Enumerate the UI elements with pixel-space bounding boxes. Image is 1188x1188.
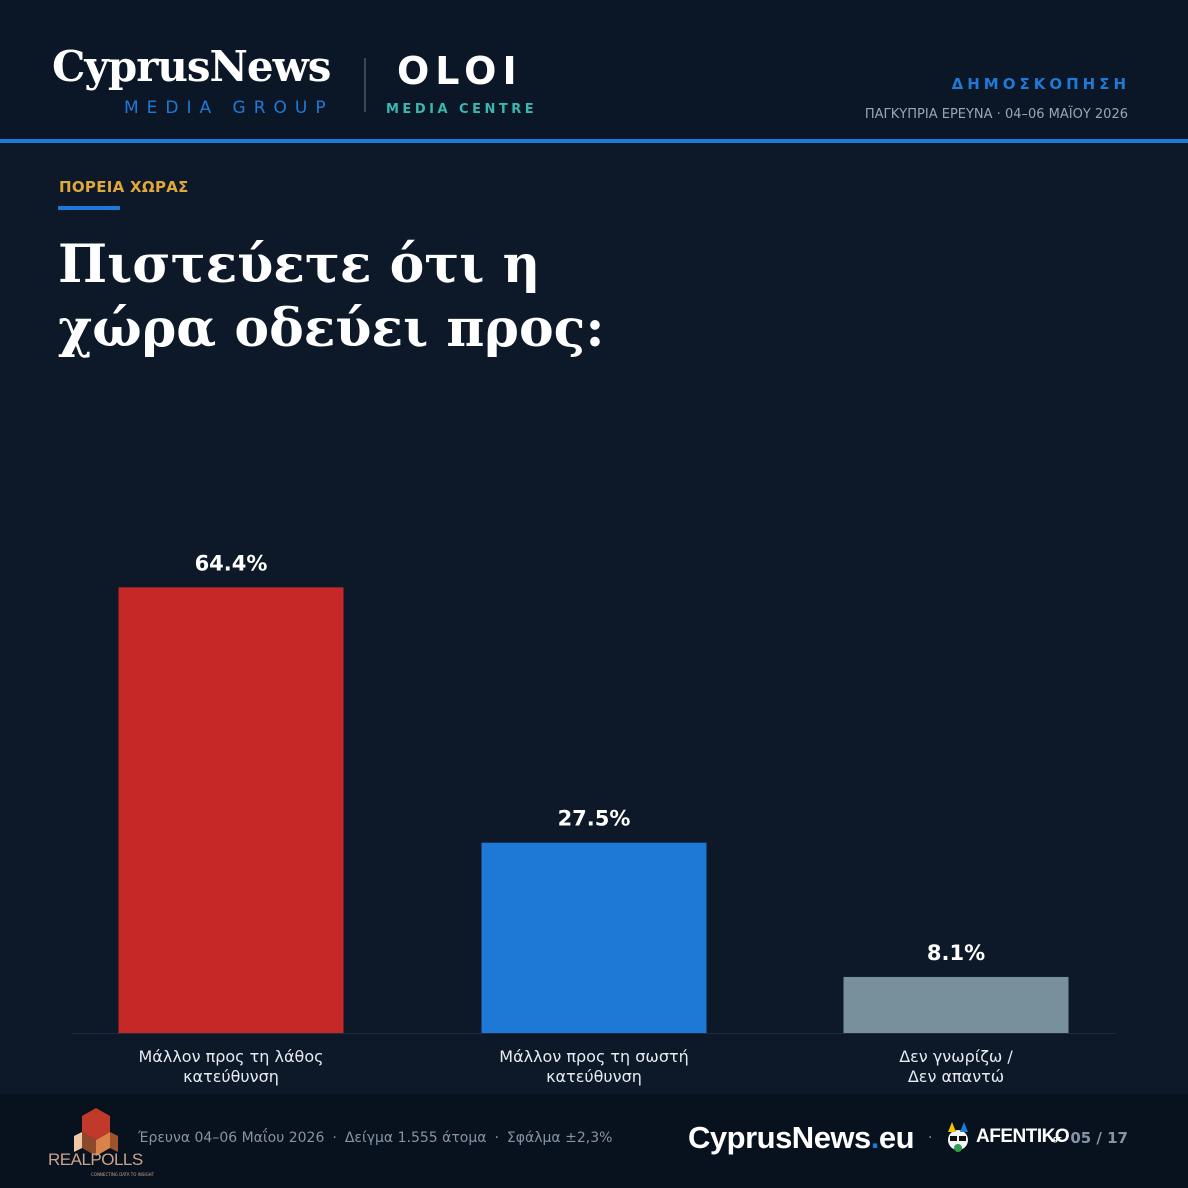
category-label-2: κατεύθυνση [546,1067,642,1086]
footer-bar [0,1094,1188,1188]
oloi-logo-word: OLOI [397,49,523,93]
cyprusnews-logo-word: CyprusNews [52,42,331,91]
category-label-1: κατεύθυνση [183,1067,279,1086]
realpolls-logo-word: REALPOLLS [48,1150,143,1169]
footer-meta-sample: Δείγμα 1.555 άτομα [344,1130,487,1146]
oloi-logo: OLOI MEDIA CENTRE [386,49,534,117]
footer-meta-dot: · [494,1130,499,1146]
header-accent-rule [0,139,1188,143]
header-bar [0,0,1188,140]
cyprusnews-logo-subtitle: MEDIA GROUP [124,98,334,118]
footer-meta-error: Σφάλμα ±2,3% [506,1130,613,1146]
cyprusnews-logo: CyprusNews MEDIA GROUP [52,42,331,119]
bar-value-label-3: 8.1% [927,941,985,965]
page-number: 05 / 17 [1070,1129,1128,1147]
question-title: Πιστεύετε ότι η χώρα οδεύει προς: [58,234,605,359]
afentiko-logo-word: AFENTIKO [976,1126,1070,1147]
bar-3 [843,976,1069,1033]
section-label: ΠΟΡΕΙΑ ΧΩΡΑΣ [59,178,189,196]
footer-meta-dates: Έρευνα 04–06 Μαΐου 2026 [138,1130,325,1146]
footer-meta-dot: · [332,1130,337,1146]
footer-brand-dot: . [870,1120,880,1155]
bar-1 [118,587,344,1033]
logo-divider [364,58,366,112]
section-underline [58,206,120,210]
header-kicker: ΔΗΜΟΣΚΟΠΗΣΗ [951,75,1130,93]
bar-value-label-2: 27.5% [558,807,631,831]
footer-brand-name: CyprusNews [688,1120,871,1155]
header-survey-info: ΠΑΓΚΥΠΡΙΑ ΕΡΕΥΝΑ · 04–06 ΜΑΪΟΥ 2026 [864,107,1128,122]
afentiko-logo-icon [948,1122,968,1152]
footer-cyprusnews-brand: CyprusNews.eu [688,1120,915,1156]
afentiko-logo-tld: gr [1053,1135,1062,1143]
footer-brand-tld: eu [878,1120,915,1155]
category-label-3: Δεν απαντώ [908,1067,1004,1086]
category-label-1: Μάλλον προς τη λάθος [139,1047,324,1066]
footer-survey-meta: Έρευνα 04–06 Μαΐου 2026 · Δείγμα 1.555 άτο… [138,1130,612,1146]
realpolls-logo-tagline: CONNECTING DATA TO INSIGHT [91,1172,155,1177]
realpolls-logo-icon [74,1108,118,1156]
footer-separator: · [928,1130,933,1146]
category-label-2: Μάλλον προς τη σωστή [499,1047,688,1066]
bar-value-label-1: 64.4% [195,551,268,575]
oloi-logo-subtitle: MEDIA CENTRE [386,102,538,117]
category-label-3: Δεν γνωρίζω / [899,1047,1013,1066]
bar-2 [481,842,707,1033]
